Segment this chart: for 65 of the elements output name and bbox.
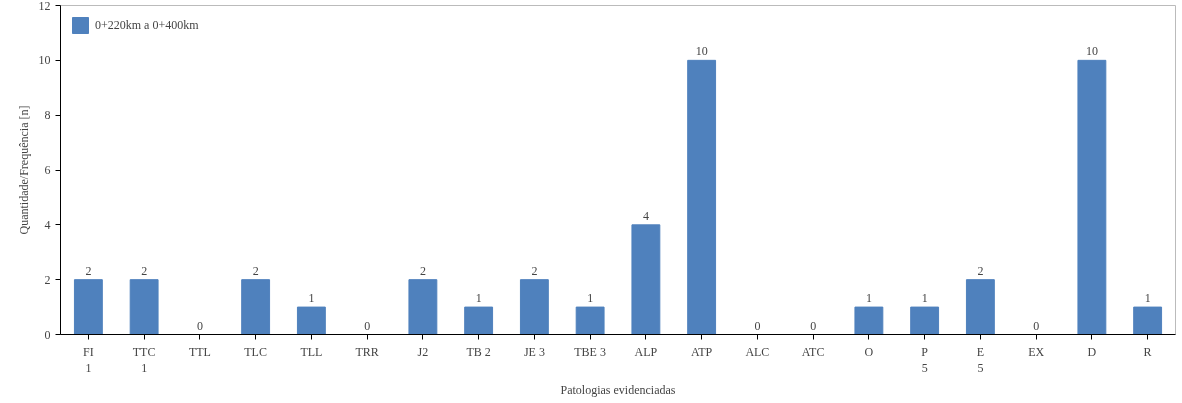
x-tick-label: P 5 [921, 344, 929, 376]
bar [241, 279, 271, 335]
data-label: 1 [587, 291, 594, 306]
legend-label: 0+220km a 0+400km [95, 17, 199, 33]
x-tick-label: TBE 3 [574, 344, 606, 359]
bar [965, 279, 995, 335]
data-label: 2 [85, 263, 92, 278]
data-label: 4 [642, 208, 649, 223]
x-axis-title: Patologias evidenciadas [560, 383, 676, 398]
y-tick-label: 0 [44, 327, 51, 342]
y-tick-label: 2 [44, 272, 51, 287]
bar [408, 279, 438, 335]
y-tick-label: 4 [44, 217, 51, 232]
x-tick-label: TLC [244, 344, 267, 359]
bar [631, 224, 661, 335]
x-tick-label: E 5 [976, 344, 985, 376]
x-tick-label: JE 3 [523, 344, 545, 359]
x-tick-label: FI 1 [83, 344, 94, 376]
x-tick-label: ALP [634, 344, 658, 359]
x-tick-label: TTL [188, 344, 211, 359]
y-tick-label: 10 [38, 53, 51, 68]
data-label: 1 [1144, 291, 1151, 306]
x-tick-label: R [1143, 344, 1152, 359]
bar [575, 306, 605, 335]
x-tick-label: ATP [690, 344, 713, 359]
bar [1077, 59, 1107, 335]
x-tick-label: TLL [300, 344, 323, 359]
data-label: 2 [141, 263, 148, 278]
x-tick-label: EX [1028, 344, 1045, 359]
bar [687, 59, 717, 335]
data-label: 1 [865, 291, 872, 306]
x-tick-label: TTC 1 [132, 344, 156, 376]
data-label: 0 [754, 318, 761, 333]
data-label: 0 [810, 318, 817, 333]
data-label: 1 [308, 291, 315, 306]
data-label: 2 [252, 263, 259, 278]
bar [1133, 306, 1163, 335]
bar [854, 306, 884, 335]
bar [910, 306, 940, 335]
y-tick-label: 6 [44, 163, 51, 177]
bar [519, 279, 549, 335]
data-label: 2 [419, 263, 426, 278]
x-tick-label: O [864, 344, 874, 359]
bar [464, 306, 494, 335]
data-label: 10 [1085, 44, 1098, 59]
data-label: 0 [1033, 318, 1040, 333]
bar [129, 279, 159, 335]
y-axis-title: Quantidade/Frequência [n] [16, 105, 31, 235]
bar [296, 306, 326, 335]
data-label: 10 [695, 44, 708, 59]
x-tick-label: J2 [417, 344, 429, 359]
x-tick-label: TB 2 [466, 344, 491, 359]
x-tick-label: D [1087, 344, 1097, 359]
x-tick-label: ATC [801, 344, 825, 359]
data-label: 1 [475, 291, 482, 306]
data-label: 2 [531, 263, 538, 278]
data-label: 2 [977, 263, 984, 278]
y-tick-label: 8 [44, 108, 51, 123]
data-label: 0 [364, 318, 371, 333]
y-tick-label: 12 [38, 0, 51, 13]
bar [73, 279, 103, 335]
x-tick-label: TRR [355, 344, 379, 359]
data-label: 1 [921, 291, 928, 306]
data-label: 0 [196, 318, 203, 333]
x-tick-label: ALC [745, 344, 770, 359]
